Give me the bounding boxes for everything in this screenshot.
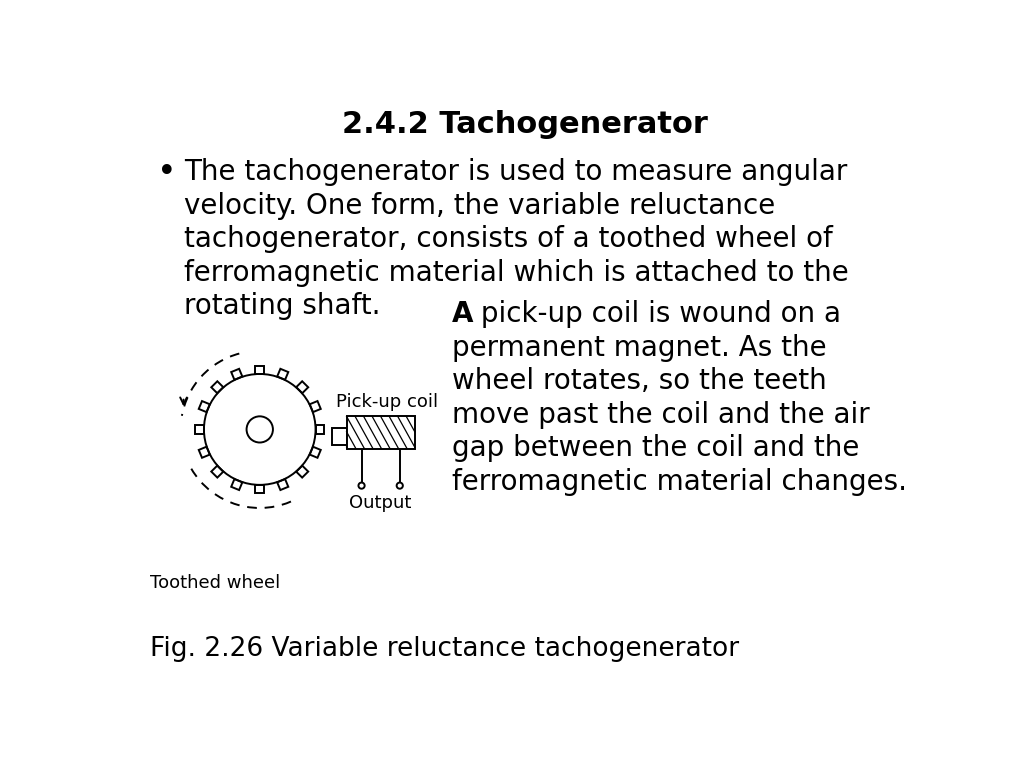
Text: Fig. 2.26 Variable reluctance tachogenerator: Fig. 2.26 Variable reluctance tachogener… [150,636,739,662]
Bar [346,416,415,449]
Text: gap between the coil and the: gap between the coil and the [452,434,859,462]
Text: Output: Output [349,494,412,512]
Circle shape [396,482,402,488]
Text: •: • [158,156,177,189]
Text: Toothed wheel: Toothed wheel [150,574,280,592]
Text: The tachogenerator is used to measure angular: The tachogenerator is used to measure an… [183,158,847,187]
Text: move past the coil and the air: move past the coil and the air [452,401,869,429]
Text: A: A [452,300,473,328]
Text: permanent magnet. As the: permanent magnet. As the [452,333,826,362]
Text: velocity. One form, the variable reluctance: velocity. One form, the variable relucta… [183,192,775,220]
Text: tachogenerator, consists of a toothed wheel of: tachogenerator, consists of a toothed wh… [183,225,833,253]
Text: ferromagnetic material which is attached to the: ferromagnetic material which is attached… [183,259,849,287]
Text: 2.4.2 Tachogenerator: 2.4.2 Tachogenerator [342,110,708,139]
Text: Pick-up coil: Pick-up coil [336,393,438,411]
Text: ferromagnetic material changes.: ferromagnetic material changes. [452,468,907,495]
Text: rotating shaft.: rotating shaft. [183,293,380,320]
Text: wheel rotates, so the teeth: wheel rotates, so the teeth [452,367,826,395]
Bar [332,428,346,445]
Text: pick-up coil is wound on a: pick-up coil is wound on a [472,300,842,328]
Circle shape [358,482,365,488]
